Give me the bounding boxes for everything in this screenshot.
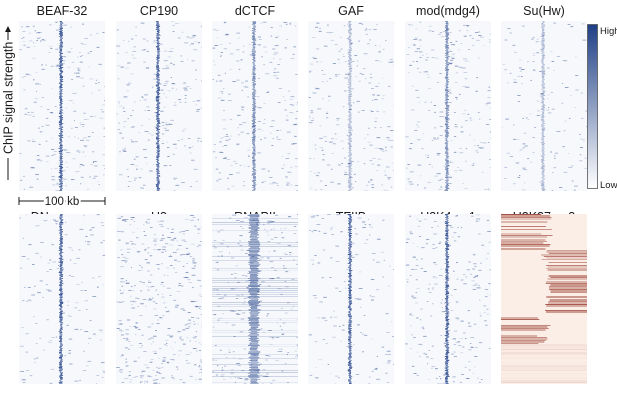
heatmap-cp190 [116, 21, 202, 191]
panel-title-gaf: GAF [338, 4, 364, 18]
y-axis-label: ChIP signal strength [0, 26, 16, 182]
heatmap-h3k4me1 [405, 214, 491, 384]
heatmap-h3k27me3 [501, 214, 587, 384]
panel-title-su-hw: Su(Hw) [523, 4, 565, 18]
heatmap-beaf-32 [19, 21, 105, 191]
heatmap-dnase-seq [19, 214, 105, 384]
scale-bar-label: 100 kb [45, 196, 80, 208]
panel-title-cp190: CP190 [139, 4, 179, 18]
heatmap-gaf [308, 21, 394, 191]
colorbar-low-label: Low [600, 180, 617, 191]
heatmap-su-hw [501, 21, 587, 191]
panel-title-mod-mdg4: mod(mdg4) [416, 4, 480, 18]
heatmap-dctcf [212, 21, 298, 191]
heatmap-mod-mdg4 [405, 21, 491, 191]
panel-title-dctcf: dCTCF [234, 4, 276, 18]
heatmap-tfiib [308, 214, 394, 384]
scale-bar: 100 kb [18, 194, 106, 210]
y-axis-label-text: ChIP signal strength [2, 42, 16, 154]
panel-title-beaf-32: BEAF-32 [36, 4, 88, 18]
heatmap-rnapii [212, 214, 298, 384]
heatmap-h3 [116, 214, 202, 384]
colorbar [587, 24, 598, 189]
colorbar-high-label: High [600, 26, 617, 37]
